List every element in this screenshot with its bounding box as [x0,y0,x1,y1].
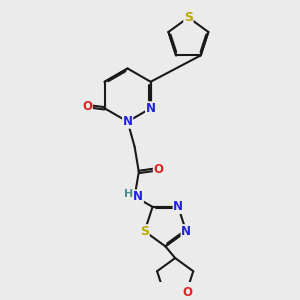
Text: O: O [82,100,92,112]
Text: S: S [140,225,149,238]
Text: N: N [146,102,156,115]
Text: O: O [153,163,164,176]
Text: N: N [173,200,183,213]
Text: H: H [124,189,133,199]
Text: N: N [133,190,143,203]
Text: N: N [181,225,191,238]
Text: O: O [182,286,192,299]
Text: N: N [123,115,133,128]
Text: S: S [184,11,193,24]
